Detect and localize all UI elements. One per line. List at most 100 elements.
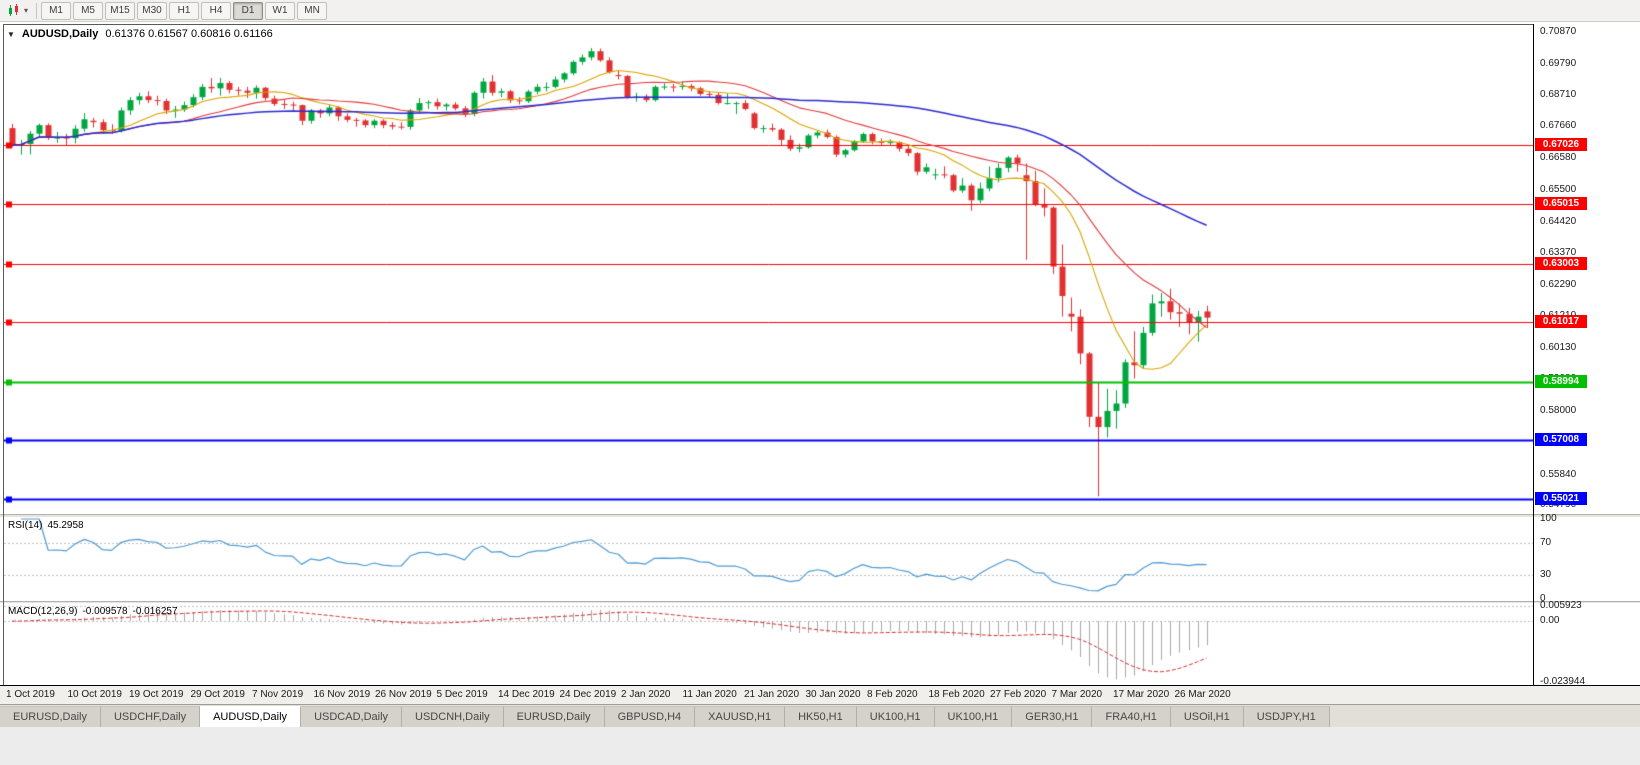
- chart-tab-eurusd-daily[interactable]: EURUSD,Daily: [503, 706, 605, 727]
- rsi-axis-label: 100: [1540, 513, 1557, 524]
- tf-button-m1[interactable]: M1: [41, 1, 72, 20]
- toolbar-separator: [36, 2, 38, 19]
- main-chart-canvas[interactable]: [4, 25, 1533, 514]
- chart-ohlc-values: 0.61376 0.61567 0.60816 0.61166: [105, 28, 273, 40]
- chart-tab-hk50-h1[interactable]: HK50,H1: [785, 706, 857, 727]
- price-axis-label: 0.54790: [1540, 499, 1577, 511]
- price-axis-label: 0.55840: [1540, 468, 1577, 480]
- rsi-axis-label: 0: [1540, 593, 1546, 604]
- price-axis-label: 0.60130: [1540, 342, 1577, 354]
- tf-button-d1[interactable]: D1: [233, 1, 264, 20]
- macd-axis-label: 0.005923: [1540, 600, 1582, 611]
- macd-signal-value: -0.016257: [132, 606, 178, 617]
- chart-tab-gbpusd-h4[interactable]: GBPUSD,H4: [604, 706, 696, 727]
- chart-title: AUDUSD,Daily: [21, 28, 99, 40]
- chart-tab-usdjpy-h1[interactable]: USDJPY,H1: [1243, 706, 1330, 727]
- price-level-badge[interactable]: 0.63003: [1535, 256, 1587, 270]
- date-axis-label: 11 Jan 2020: [682, 689, 737, 700]
- price-axis-label: 0.68710: [1540, 89, 1577, 101]
- price-axis-label: 0.67660: [1540, 120, 1577, 132]
- price-axis-label: 0.62290: [1540, 278, 1577, 290]
- date-axis-label: 27 Feb 2020: [990, 689, 1047, 700]
- date-axis-label: 19 Oct 2019: [129, 689, 184, 700]
- chart-tab-usoil-h1[interactable]: USOil,H1: [1170, 706, 1244, 727]
- chart-tab-uk100-h1[interactable]: UK100,H1: [934, 706, 1013, 727]
- date-axis-label: 17 Mar 2020: [1113, 689, 1170, 700]
- date-axis-label: 21 Jan 2020: [744, 689, 800, 700]
- rsi-axis-label: 30: [1540, 569, 1552, 580]
- date-axis-label: 16 Nov 2019: [313, 689, 371, 700]
- date-axis: 1 Oct 2019 10 Oct 2019 19 Oct 2019 29 Oct 2…: [0, 686, 1640, 704]
- date-axis-label: 5 Dec 2019: [436, 689, 488, 700]
- date-axis-label: 1 Oct 2019: [6, 689, 55, 700]
- chart-header: ▼ AUDUSD,Daily 0.61376 0.61567 0.60816 0…: [7, 28, 273, 40]
- macd-panel-canvas[interactable]: [4, 603, 1533, 685]
- price-axis-label: 0.64420: [1540, 215, 1577, 227]
- price-level-badge[interactable]: 0.67026: [1535, 138, 1587, 151]
- date-axis-label: 7 Nov 2019: [252, 689, 304, 700]
- chart-tab-usdcnh-daily[interactable]: USDCNH,Daily: [402, 706, 504, 727]
- rsi-panel-canvas[interactable]: [4, 517, 1533, 601]
- date-axis-label: 2 Jan 2020: [621, 689, 671, 700]
- tf-button-mn[interactable]: MN: [297, 1, 328, 20]
- date-axis-label: 14 Dec 2019: [498, 689, 555, 700]
- macd-axis-label: 0.00: [1540, 615, 1560, 627]
- chart-tab-audusd-daily[interactable]: AUDUSD,Daily: [200, 706, 302, 727]
- price-level-badge[interactable]: 0.58994: [1535, 374, 1587, 388]
- macd-title: MACD(12,26,9): [8, 606, 78, 617]
- price-axis-separator: [1533, 24, 1534, 685]
- chart-window: ▼ AUDUSD,Daily 0.61376 0.61567 0.60816 0…: [0, 22, 1640, 704]
- chart-frame-left: [3, 24, 4, 685]
- macd-axis-label: -0.023944: [1540, 676, 1586, 687]
- tf-button-h1[interactable]: H1: [169, 1, 200, 20]
- price-axis-label: 0.66580: [1540, 152, 1577, 164]
- panel-splitter-rsi[interactable]: [0, 514, 1640, 517]
- tf-button-m15[interactable]: M15: [105, 1, 136, 20]
- date-axis-label: 18 Feb 2020: [928, 689, 985, 700]
- price-level-badge[interactable]: 0.55021: [1535, 491, 1587, 505]
- price-level-badge[interactable]: 0.65015: [1535, 197, 1587, 211]
- chevron-down-icon: ▾: [24, 5, 29, 15]
- date-axis-label: 10 Oct 2019: [67, 689, 122, 700]
- date-axis-label: 30 Jan 2020: [805, 689, 861, 700]
- date-axis-label: 26 Nov 2019: [375, 689, 432, 700]
- chart-tab-ger30-h1[interactable]: GER30,H1: [1012, 706, 1093, 727]
- tf-button-m5[interactable]: M5: [73, 1, 104, 20]
- chart-tab-fra40-h1[interactable]: FRA40,H1: [1092, 706, 1171, 727]
- date-axis-separator: [0, 685, 1640, 686]
- price-axis-label: 0.58000: [1540, 404, 1577, 416]
- chart-tab-usdcad-daily[interactable]: USDCAD,Daily: [301, 706, 403, 727]
- macd-main-value: -0.009578: [82, 606, 128, 617]
- rsi-title: RSI(14): [8, 520, 43, 531]
- date-axis-label: 7 Mar 2020: [1051, 689, 1103, 700]
- panel-splitter-macd[interactable]: [0, 601, 1640, 603]
- tf-button-w1[interactable]: W1: [265, 1, 296, 20]
- price-axis-label: 0.69790: [1540, 57, 1577, 69]
- price-axis-label: 0.63370: [1540, 246, 1577, 258]
- chart-tab-usdchf-daily[interactable]: USDCHF,Daily: [100, 706, 201, 727]
- date-axis-label: 24 Dec 2019: [559, 689, 617, 700]
- price-level-badge[interactable]: 0.57008: [1535, 433, 1587, 447]
- price-axis-label: 0.65500: [1540, 183, 1577, 195]
- rsi-header: RSI(14) 45.2958: [8, 520, 89, 531]
- tf-button-h4[interactable]: H4: [201, 1, 232, 20]
- candlestick-chart-icon: [9, 4, 18, 16]
- macd-header: MACD(12,26,9) -0.009578 -0.016257: [8, 606, 183, 617]
- date-axis-label: 29 Oct 2019: [190, 689, 245, 700]
- price-axis-label: 0.70870: [1540, 25, 1577, 37]
- chart-tab-eurusd-daily[interactable]: EURUSD,Daily: [0, 706, 101, 727]
- rsi-axis-label: 70: [1540, 537, 1552, 548]
- chart-type-dropdown[interactable]: ▾: [3, 2, 32, 19]
- timeframe-group: M1 M5 M15 M30 H1 H4 D1 W1 MN: [41, 1, 328, 20]
- price-level-badge[interactable]: 0.61017: [1535, 315, 1587, 329]
- chart-frame-top: [3, 24, 1534, 25]
- rsi-value: 45.2958: [47, 520, 84, 531]
- chart-menu-icon[interactable]: ▼: [7, 29, 15, 39]
- tf-button-m30[interactable]: M30: [137, 1, 168, 20]
- chart-tab-xauusd-h1[interactable]: XAUUSD,H1: [695, 706, 786, 727]
- toolbar: ▾ M1 M5 M15 M30 H1 H4 D1 W1 MN: [0, 0, 1640, 22]
- chart-tab-bar: EURUSD,Daily USDCHF,Daily AUDUSD,Daily USDC…: [0, 704, 1640, 727]
- date-axis-label: 26 Mar 2020: [1174, 689, 1231, 700]
- chart-tab-uk100-h1[interactable]: UK100,H1: [856, 706, 935, 727]
- date-axis-label: 8 Feb 2020: [867, 689, 918, 700]
